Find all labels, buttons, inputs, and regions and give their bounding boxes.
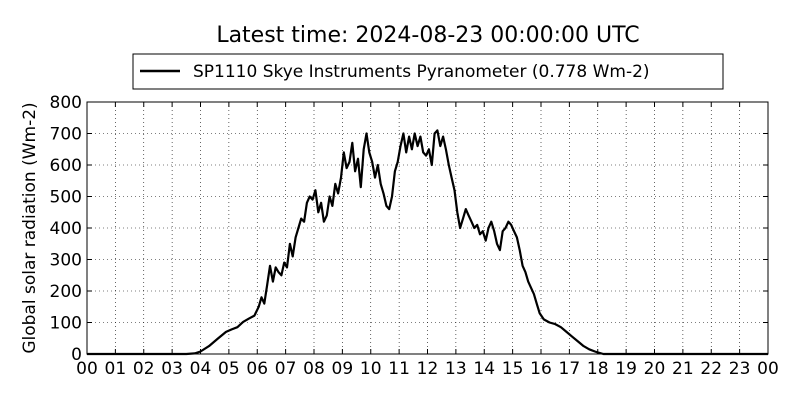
series-line-pyranometer	[87, 129, 768, 356]
x-tick-label: 09	[332, 359, 354, 379]
x-tick-label: 02	[133, 359, 155, 379]
x-tick-label: 15	[502, 359, 524, 379]
plot-area: 00 01 02 03 04 05 06 07 08 09 10 11 12 13 14 15 16 17 18 19…	[50, 93, 779, 379]
x-tick-label: 06	[246, 359, 268, 379]
x-tick-label: 01	[105, 359, 127, 379]
x-tick-label: 13	[445, 359, 467, 379]
x-tick-label: 21	[672, 359, 694, 379]
x-tick-label: 08	[303, 359, 325, 379]
x-tick-label: 16	[530, 359, 552, 379]
x-tick-label: 17	[559, 359, 581, 379]
y-tick-label: 100	[50, 314, 82, 334]
y-tick-label: 800	[50, 93, 82, 113]
y-tick-label: 600	[50, 156, 82, 176]
x-tick-label: 18	[587, 359, 609, 379]
x-tick-label: 22	[700, 359, 722, 379]
x-tick-label: 00	[757, 359, 779, 379]
legend-entry-label: SP1110 Skye Instruments Pyranometer (0.7…	[193, 62, 650, 82]
y-tick-label: 400	[50, 219, 82, 239]
x-tick-label: 05	[218, 359, 240, 379]
y-tick-label: 300	[50, 251, 82, 271]
x-tick-label: 19	[615, 359, 637, 379]
legend: SP1110 Skye Instruments Pyranometer (0.7…	[132, 53, 724, 90]
x-tick-label: 14	[473, 359, 495, 379]
x-tick-label: 03	[161, 359, 183, 379]
y-tick-label: 0	[71, 345, 82, 365]
legend-box	[132, 53, 724, 90]
x-tick-label: 00	[76, 359, 98, 379]
x-tick-label: 04	[190, 359, 212, 379]
x-tick-label: 10	[360, 359, 382, 379]
chart-title: Latest time: 2024-08-23 00:00:00 UTC	[216, 23, 639, 48]
y-axis-label: Global solar radiation (Wm-2)	[20, 102, 40, 353]
x-tick-label: 23	[729, 359, 751, 379]
x-tick-label: 11	[388, 359, 410, 379]
x-tick-label: 07	[275, 359, 297, 379]
y-tick-label: 500	[50, 188, 82, 208]
y-tick-label: 200	[50, 282, 82, 302]
x-tick-label: 12	[417, 359, 439, 379]
x-tick-label: 20	[644, 359, 666, 379]
y-tick-label: 700	[50, 125, 82, 145]
